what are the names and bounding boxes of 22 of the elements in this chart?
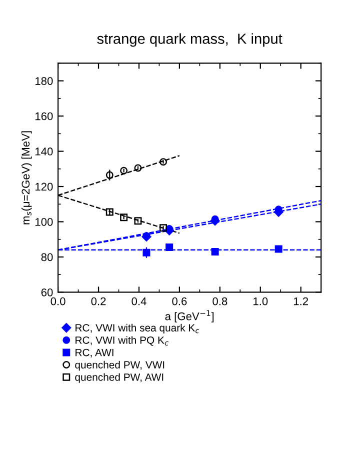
x-tick-label: 0.2: [91, 297, 106, 306]
x-tick-label: 0.8: [212, 297, 228, 306]
y-tick-label: 100: [36, 218, 53, 226]
y-axis-title: m$_{s}$(μ=2GeV) [MeV]: [21, 131, 32, 224]
y-tick-label: 140: [36, 148, 53, 156]
legend-label: quenched PW, AWI: [75, 373, 164, 383]
y-tick-label: 180: [36, 77, 53, 85]
legend-label: RC, VWI with PQ K$_{c}$: [76, 336, 168, 346]
x-tick-label: 1.2: [294, 297, 308, 306]
y-tick-label: 60: [41, 288, 53, 296]
legend-label: RC, AWI: [76, 348, 114, 358]
x-axis-title: a [GeV$^{−1}$]: [165, 310, 214, 322]
legend-label: RC, VWI with sea quark K$_{c}$: [76, 324, 200, 334]
y-tick-label: 80: [41, 253, 53, 262]
x-tick-label: 0.0: [50, 297, 66, 306]
x-tick-label: 1.0: [254, 297, 268, 306]
y-tick-label: 120: [36, 182, 53, 191]
x-tick-label: 0.4: [132, 297, 146, 306]
chart-title: strange quark mass, K input: [97, 33, 282, 47]
legend-label: quenched PW, VWI: [75, 360, 164, 371]
y-tick-label: 160: [36, 112, 53, 120]
x-tick-label: 0.6: [172, 297, 187, 306]
